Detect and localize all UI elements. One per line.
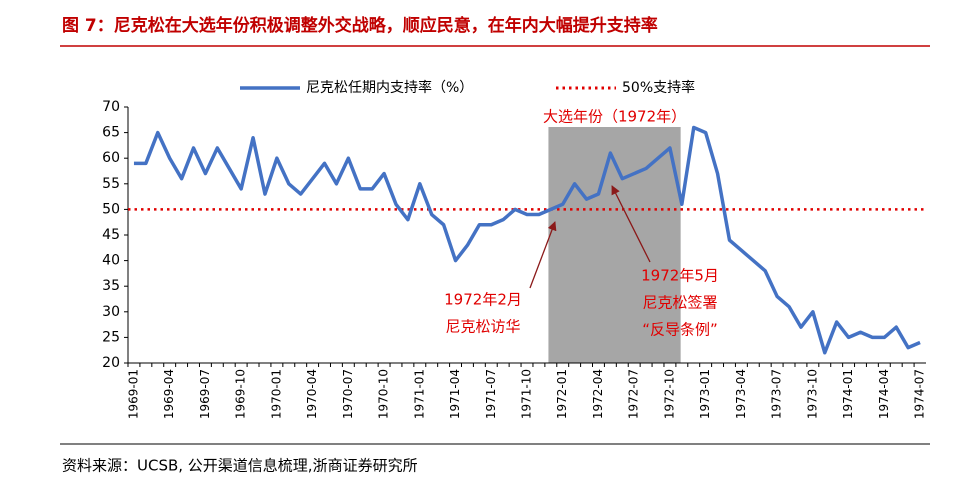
annotation: 1972年5月 — [641, 267, 719, 285]
y-tick-label: 25 — [102, 329, 120, 345]
chart-title: 图 7：尼克松在大选年份积极调整外交战略，顺应民意，在年内大幅提升支持率 — [62, 15, 658, 36]
series-line — [133, 125, 921, 355]
x-tick-label: 1973-04 — [734, 369, 748, 419]
x-tick-label: 1971-07 — [484, 369, 498, 419]
legend-label: 50%支持率 — [622, 79, 695, 96]
y-tick-label: 50 — [102, 201, 120, 217]
annotation: 尼克松访华 — [445, 318, 520, 336]
y-tick-label: 20 — [102, 355, 120, 371]
x-tick-label: 1972-04 — [591, 369, 605, 419]
x-tick-label: 1969-01 — [126, 369, 140, 419]
y-tick-label: 60 — [102, 150, 120, 166]
x-tick-label: 1972-10 — [662, 369, 676, 419]
x-tick-label: 1969-10 — [234, 369, 248, 419]
x-tick-label: 1970-01 — [269, 369, 283, 419]
x-tick-label: 1973-10 — [805, 369, 819, 419]
annotation-arrow — [611, 185, 651, 263]
x-tick-label: 1969-04 — [162, 369, 176, 419]
x-tick-label: 1974-01 — [841, 369, 855, 419]
y-tick-label: 70 — [102, 99, 120, 115]
x-tick-label: 1971-04 — [448, 369, 462, 419]
annotation-arrow — [529, 221, 557, 289]
y-tick-label: 30 — [102, 304, 120, 320]
x-tick-label: 1973-07 — [770, 369, 784, 419]
x-tick-label: 1971-01 — [412, 369, 426, 419]
annotation: 尼克松签署 — [642, 294, 717, 312]
y-tick-label: 40 — [102, 253, 120, 269]
shade — [548, 127, 681, 363]
x-tick-label: 1969-07 — [198, 369, 212, 419]
y-tick-label: 65 — [102, 125, 120, 141]
x-tick-label: 1974-07 — [913, 369, 927, 419]
x-tick-label: 1973-01 — [698, 369, 712, 419]
legend-label: 尼克松任期内支持率（%） — [306, 79, 473, 96]
y-tick-label: 35 — [102, 278, 120, 294]
annotation: “反导条例” — [642, 321, 718, 339]
x-tick-label: 1972-01 — [555, 369, 569, 419]
y-tick-label: 45 — [102, 227, 120, 243]
x-tick-label: 1970-04 — [305, 369, 319, 419]
x-tick-label: 1972-07 — [627, 369, 641, 419]
shade-label: 大选年份（1972年） — [543, 108, 686, 126]
annotation: 1972年2月 — [444, 291, 522, 309]
x-tick-label: 1971-10 — [520, 369, 534, 419]
x-tick-label: 1970-10 — [377, 369, 391, 419]
source: 资料来源：UCSB, 公开渠道信息梳理,浙商证券研究所 — [62, 457, 418, 475]
y-tick-label: 55 — [102, 176, 120, 192]
x-tick-label: 1970-07 — [341, 369, 355, 419]
x-tick-label: 1974-04 — [877, 369, 891, 419]
